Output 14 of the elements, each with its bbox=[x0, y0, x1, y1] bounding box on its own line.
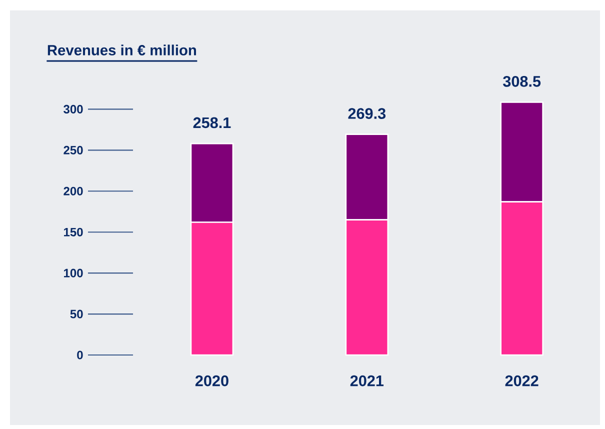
x-tick-label: 2020 bbox=[195, 375, 228, 386]
y-tick-label: 200 bbox=[64, 186, 83, 196]
chart-title: Revenues in € million bbox=[48, 44, 196, 56]
y-tick-label: 0 bbox=[77, 350, 83, 360]
y-tick-label: 50 bbox=[70, 310, 83, 318]
x-tick-label: 2021 bbox=[350, 375, 384, 386]
y-tick-label: 250 bbox=[64, 146, 83, 154]
total-label: 269.3 bbox=[348, 108, 386, 119]
x-tick-label: 2022 bbox=[505, 375, 538, 386]
y-tick-label: 300 bbox=[64, 104, 83, 114]
y-tick-label: 150 bbox=[64, 228, 83, 236]
total-label: 258.1 bbox=[193, 117, 231, 128]
y-tick-label: 100 bbox=[64, 268, 83, 278]
total-label: 308.5 bbox=[503, 76, 541, 87]
